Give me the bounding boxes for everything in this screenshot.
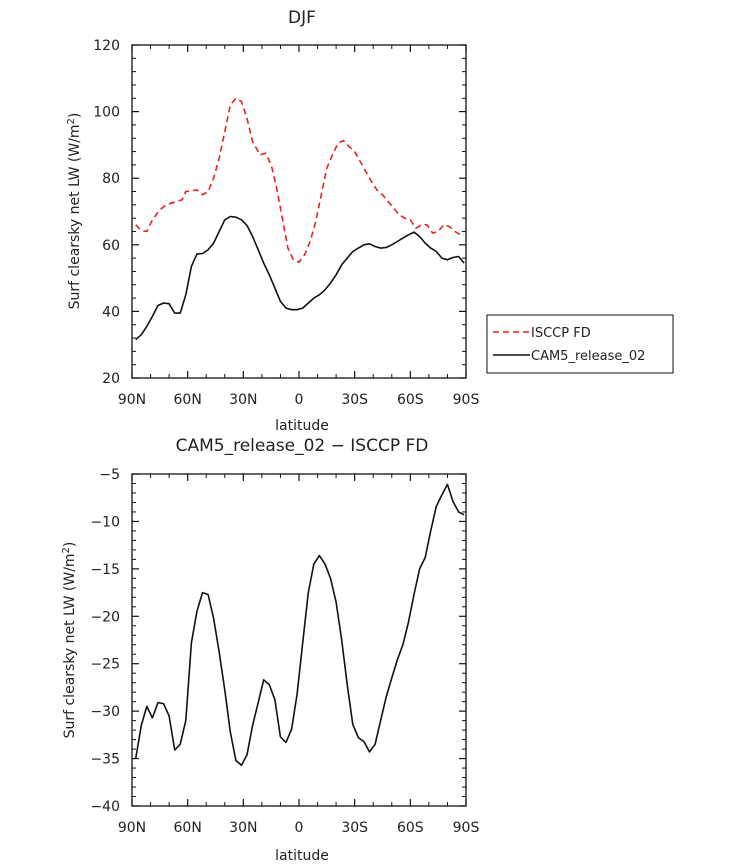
x-tick-label: 60N xyxy=(174,392,202,408)
x-tick-label: 30N xyxy=(229,392,257,408)
y-tick-label: −5 xyxy=(99,467,120,483)
x-tick-label: 30S xyxy=(341,392,368,408)
series-line-cam5-release-02 xyxy=(135,215,465,341)
series-line-isccp-fd xyxy=(135,97,465,263)
legend-label-isccp: ISCCP FD xyxy=(531,326,591,341)
x-tick-label: 60S xyxy=(397,392,424,408)
chart-difference: CAM5_release_02 − ISCCP FD −40 −35 −30 −25 −… xyxy=(61,436,479,864)
x-tick-label: 90N xyxy=(118,392,146,408)
y-tick-label: −35 xyxy=(90,752,120,768)
y-tick-label: −25 xyxy=(90,657,120,673)
y-axis-label: Surf clearsky net LW (W/m2) xyxy=(61,542,78,739)
y-axis-label: Surf clearsky net LW (W/m2) xyxy=(66,113,83,310)
x-tick-label: 0 xyxy=(295,820,304,836)
series-line-cam5-release-02-isccp-fd xyxy=(134,483,465,767)
legend: ISCCP FD CAM5_release_02 xyxy=(486,314,674,374)
y-tick-label: −20 xyxy=(90,609,120,625)
x-tick-label: 60S xyxy=(397,820,424,836)
x-tick-label: 30S xyxy=(341,820,368,836)
y-tick-label: 40 xyxy=(102,304,120,320)
x-tick-label: 90S xyxy=(453,392,480,408)
x-tick-label: 90S xyxy=(453,820,480,836)
y-tick-label: 80 xyxy=(102,171,120,187)
y-tick-label: 60 xyxy=(102,238,120,254)
y-tick-label: −15 xyxy=(90,562,120,578)
y-tick-label: −40 xyxy=(90,799,120,815)
x-tick-label: 0 xyxy=(295,392,304,408)
y-tick-label: −10 xyxy=(90,514,120,530)
y-tick-label: 20 xyxy=(102,371,120,387)
legend-box xyxy=(486,314,674,374)
y-tick-label: −30 xyxy=(90,704,120,720)
x-axis-label: latitude xyxy=(275,848,329,864)
x-axis-label: latitude xyxy=(275,418,329,434)
x-tick-label: 60N xyxy=(174,820,202,836)
chart-djf: DJF 20 40 60 80 100 120 90N 60N 30N 0 30S 60S 90S l… xyxy=(66,8,674,434)
y-tick-label: 120 xyxy=(93,38,120,54)
x-tick-label: 90N xyxy=(118,820,146,836)
chart-title: DJF xyxy=(288,8,316,28)
legend-label-cam5: CAM5_release_02 xyxy=(531,349,645,364)
x-tick-label: 30N xyxy=(229,820,257,836)
plot-frame xyxy=(131,473,467,807)
y-tick-label: 100 xyxy=(93,105,120,121)
chart-title: CAM5_release_02 − ISCCP FD xyxy=(176,436,429,456)
plot-frame xyxy=(131,44,467,379)
